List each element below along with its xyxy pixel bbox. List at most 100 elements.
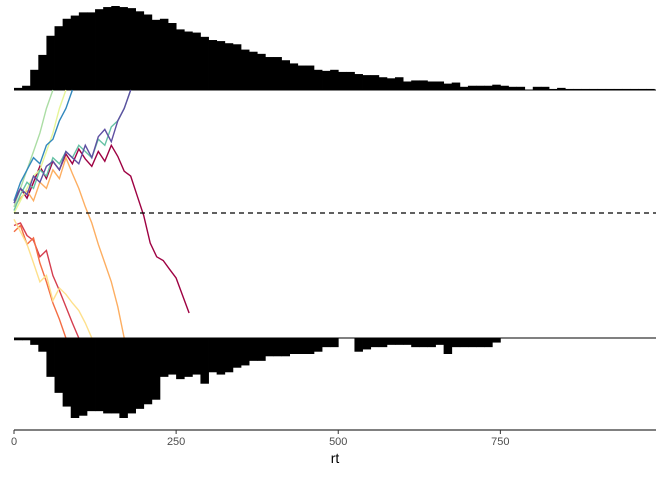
lower-hist-bar xyxy=(200,338,209,384)
diffusion-path xyxy=(13,155,125,339)
upper-hist-bar xyxy=(216,41,226,90)
x-tick-label: 250 xyxy=(167,436,185,448)
upper-hist-bar xyxy=(313,69,323,90)
upper-hist-bar xyxy=(249,51,258,90)
upper-hist-bar xyxy=(70,15,80,91)
upper-hist-bar xyxy=(330,69,339,90)
upper-hist-bar xyxy=(176,29,185,91)
lower-hist-bar xyxy=(313,338,323,352)
lower-hist-bar xyxy=(22,338,31,341)
upper-hist-bar xyxy=(30,69,39,90)
lower-hist-bar xyxy=(135,338,145,409)
upper-hist-bar xyxy=(46,35,55,90)
upper-hist-bar xyxy=(95,9,104,91)
upper-hist-bar xyxy=(630,88,639,90)
lower-hist-bar xyxy=(305,338,315,354)
lower-hist-bar xyxy=(192,338,201,375)
upper-hist-bar xyxy=(62,18,72,91)
upper-hist-bar xyxy=(135,11,145,91)
upper-hist-bar xyxy=(184,31,193,90)
upper-hist-bar xyxy=(549,88,558,90)
upper-hist-bar xyxy=(297,65,307,90)
upper-hist-bar xyxy=(232,44,242,90)
lower-hist-bar xyxy=(184,338,193,377)
upper-hist-bar xyxy=(621,88,631,90)
lower-hist-bar xyxy=(459,338,469,348)
upper-hist-bar xyxy=(119,7,128,90)
lower-hist-bar xyxy=(476,338,485,348)
upper-hist-bar xyxy=(589,88,599,90)
lower-hist-bar xyxy=(95,338,104,412)
lower-hist-bar xyxy=(330,338,339,348)
upper-hist-bar xyxy=(257,53,266,90)
lower-hist-bar xyxy=(370,338,380,348)
upper-hist-bar xyxy=(200,36,209,90)
lower-hist-bar xyxy=(159,338,169,377)
upper-hist-bar xyxy=(370,75,380,90)
upper-hist-bar xyxy=(467,85,477,90)
x-tick-label: 750 xyxy=(491,436,509,448)
diffusion-path xyxy=(13,218,93,339)
upper-hist-bar xyxy=(103,7,112,90)
upper-hist-bar xyxy=(265,57,274,90)
upper-hist-bar xyxy=(362,75,372,90)
lower-hist-bar xyxy=(257,338,266,361)
lower-hist-bar xyxy=(281,338,291,357)
upper-histogram xyxy=(14,6,655,91)
lower-hist-bar xyxy=(249,338,258,361)
diffusion-path xyxy=(13,224,67,339)
upper-hist-bar xyxy=(581,88,590,90)
lower-hist-bar xyxy=(70,338,80,418)
upper-hist-bar xyxy=(411,80,420,90)
upper-hist-bar xyxy=(508,86,517,90)
upper-hist-bar xyxy=(151,19,161,90)
upper-hist-bar xyxy=(419,80,428,90)
upper-hist-bar xyxy=(459,86,469,90)
upper-hist-bar xyxy=(427,81,436,90)
lower-hist-bar xyxy=(289,338,299,354)
diffusion-path xyxy=(13,89,132,211)
lower-hist-bar xyxy=(467,338,477,348)
lower-hist-bar xyxy=(168,338,177,375)
lower-hist-bar xyxy=(419,338,428,348)
upper-hist-bar xyxy=(443,83,453,90)
upper-hist-bar xyxy=(240,49,250,90)
upper-hist-bar xyxy=(22,85,31,90)
upper-hist-bar xyxy=(597,88,607,90)
lower-hist-bar xyxy=(362,338,372,350)
lower-hist-bar xyxy=(240,338,250,366)
lower-hist-bar xyxy=(435,338,445,345)
upper-hist-bar xyxy=(532,86,542,90)
lower-hist-bar xyxy=(443,338,453,354)
upper-hist-bar xyxy=(394,77,404,90)
diffusion-path xyxy=(13,89,132,204)
upper-hist-bar xyxy=(565,88,574,90)
lower-hist-bar xyxy=(232,338,242,368)
lower-hist-bar xyxy=(273,338,282,357)
upper-hist-bar xyxy=(573,88,582,90)
lower-hist-bar xyxy=(176,338,185,380)
upper-hist-bar xyxy=(557,87,566,90)
lower-hist-bar xyxy=(86,338,96,412)
lower-histogram xyxy=(14,338,501,418)
lower-hist-bar xyxy=(378,338,388,348)
lower-hist-bar xyxy=(394,338,404,345)
upper-hist-bar xyxy=(605,88,615,90)
lower-hist-bar xyxy=(54,338,64,393)
lower-hist-bar xyxy=(78,338,88,416)
upper-hist-bar xyxy=(127,8,136,91)
upper-hist-bar xyxy=(38,54,47,90)
upper-hist-bar xyxy=(338,71,347,90)
lower-hist-bar xyxy=(427,338,436,348)
lower-hist-bar xyxy=(322,338,331,348)
upper-hist-bar xyxy=(192,32,201,90)
lower-hist-bar xyxy=(30,338,39,345)
upper-hist-bar xyxy=(86,12,96,91)
upper-hist-bar xyxy=(143,14,153,90)
lower-hist-bar xyxy=(151,338,161,400)
upper-hist-bar xyxy=(14,87,23,90)
diffusion-path xyxy=(13,89,74,201)
lower-hist-bar xyxy=(14,338,23,341)
diffusion-path xyxy=(13,222,80,339)
